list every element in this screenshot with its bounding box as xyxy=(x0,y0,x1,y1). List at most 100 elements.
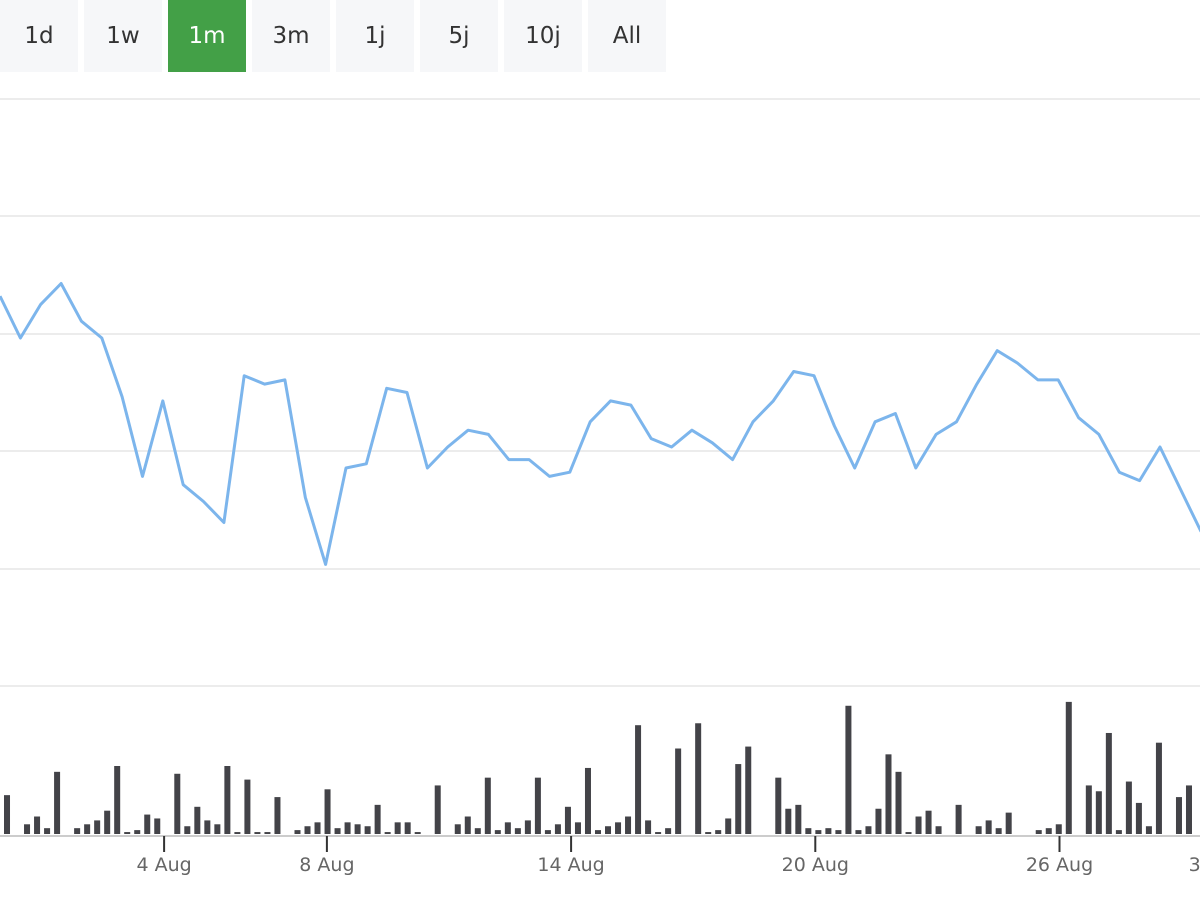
volume-bar xyxy=(645,820,652,834)
range-button-10j[interactable]: 10j xyxy=(504,0,582,72)
volume-bar xyxy=(785,808,792,834)
volume-bar xyxy=(1125,781,1132,834)
volume-bar xyxy=(1055,824,1062,834)
volume-bar xyxy=(1095,791,1102,834)
volume-bar xyxy=(875,808,882,834)
volume-bar xyxy=(134,830,141,834)
volume-bar xyxy=(194,806,201,834)
range-button-1d[interactable]: 1d xyxy=(0,0,78,72)
x-tick-label: 14 Aug xyxy=(537,854,604,876)
volume-bar xyxy=(955,804,962,834)
volume-bar xyxy=(434,785,441,834)
volume-bar xyxy=(454,824,461,834)
volume-bar xyxy=(895,771,902,834)
range-button-1w[interactable]: 1w xyxy=(84,0,162,72)
volume-bar xyxy=(384,832,391,834)
volume-bar xyxy=(114,766,121,834)
volume-bar xyxy=(1105,732,1112,834)
volume-bar xyxy=(24,824,31,834)
range-button-5j[interactable]: 5j xyxy=(420,0,498,72)
volume-bar xyxy=(404,822,411,834)
volume-bar xyxy=(695,723,702,834)
volume-bar xyxy=(1115,830,1122,834)
volume-bar xyxy=(4,795,11,834)
volume-bar xyxy=(304,826,311,834)
price-series-line xyxy=(0,282,1200,566)
volume-bar xyxy=(204,820,211,834)
volume-bar xyxy=(104,810,111,834)
volume-bar xyxy=(745,746,752,834)
volume-bar xyxy=(464,816,471,834)
volume-bar xyxy=(124,832,131,834)
volume-bar xyxy=(84,824,91,834)
volume-bar xyxy=(344,822,351,834)
volume-bar xyxy=(995,828,1002,834)
range-button-1m[interactable]: 1m xyxy=(168,0,246,72)
volume-bar xyxy=(324,789,331,834)
volume-bar xyxy=(374,804,381,834)
volume-bar xyxy=(264,832,271,834)
volume-bar xyxy=(214,824,221,834)
volume-bar xyxy=(905,832,912,834)
volume-bar xyxy=(1035,830,1042,834)
volume-bar xyxy=(254,832,261,834)
volume-bar xyxy=(274,797,281,834)
volume-bars xyxy=(4,701,1192,834)
range-button-3m[interactable]: 3m xyxy=(252,0,330,72)
volume-bar xyxy=(574,822,581,834)
range-button-1j[interactable]: 1j xyxy=(336,0,414,72)
volume-bar xyxy=(494,830,501,834)
volume-bar xyxy=(855,830,862,834)
x-tick-label: 30 Aug xyxy=(1189,854,1200,876)
volume-bar xyxy=(1135,802,1142,834)
volume-bar xyxy=(394,822,401,834)
volume-bar xyxy=(154,818,161,834)
volume-bar xyxy=(625,816,632,834)
volume-bar xyxy=(725,818,732,834)
volume-bar xyxy=(484,777,491,834)
volume-bar xyxy=(144,814,151,834)
gridlines xyxy=(0,98,1200,687)
volume-bar xyxy=(364,826,371,834)
volume-bar xyxy=(825,828,832,834)
volume-bar xyxy=(54,771,61,834)
volume-bar xyxy=(524,820,531,834)
volume-bar xyxy=(534,777,541,834)
volume-bar xyxy=(564,806,571,834)
volume-bar xyxy=(935,826,942,834)
volume-bar xyxy=(414,832,421,834)
volume-bar xyxy=(975,826,982,834)
volume-bar xyxy=(514,828,521,834)
x-tick-label: 26 Aug xyxy=(1026,854,1093,876)
volume-bar xyxy=(34,816,41,834)
x-tick-label: 20 Aug xyxy=(782,854,849,876)
volume-bar xyxy=(314,822,321,834)
x-tick-label: 8 Aug xyxy=(299,854,354,876)
volume-bar xyxy=(805,828,812,834)
volume-bar xyxy=(504,822,511,834)
volume-bar xyxy=(985,820,992,834)
volume-bar xyxy=(74,828,81,834)
volume-bar xyxy=(605,826,612,834)
volume-bar xyxy=(1065,701,1072,834)
volume-bar xyxy=(925,810,932,834)
volume-bar xyxy=(594,830,601,834)
volume-bar xyxy=(1185,785,1192,834)
volume-bar xyxy=(835,830,842,834)
volume-bar xyxy=(1085,785,1092,834)
volume-bar xyxy=(334,828,341,834)
x-tick-label: 4 Aug xyxy=(136,854,191,876)
volume-bar xyxy=(174,773,181,834)
volume-bar xyxy=(715,830,722,834)
volume-bar xyxy=(234,832,241,834)
volume-bar xyxy=(885,754,892,834)
volume-bar xyxy=(1145,826,1152,834)
range-button-all[interactable]: All xyxy=(588,0,666,72)
volume-bar xyxy=(224,766,231,834)
volume-bar xyxy=(354,824,361,834)
volume-bar xyxy=(294,830,301,834)
volume-bar xyxy=(94,820,101,834)
volume-bar xyxy=(665,828,672,834)
volume-bar xyxy=(675,748,682,834)
